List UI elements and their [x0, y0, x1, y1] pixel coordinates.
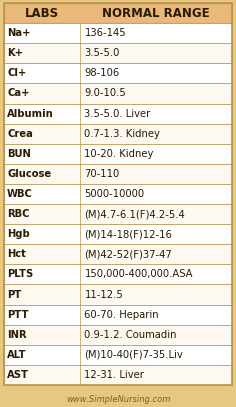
Bar: [4, 265, 232, 284]
Bar: [4, 284, 232, 304]
Text: (M)10-40(F)7-35.Liv: (M)10-40(F)7-35.Liv: [84, 350, 183, 360]
Text: LABS: LABS: [25, 7, 59, 20]
Text: 60-70. Heparin: 60-70. Heparin: [84, 310, 159, 319]
Text: 70-110: 70-110: [84, 169, 120, 179]
Text: PLTS: PLTS: [7, 269, 33, 280]
Text: 136-145: 136-145: [84, 28, 126, 38]
Bar: [4, 304, 232, 325]
Bar: [4, 103, 232, 124]
Bar: [4, 63, 232, 83]
Text: K+: K+: [7, 48, 23, 58]
Bar: [4, 164, 232, 184]
Bar: [4, 184, 232, 204]
Text: (M)42-52(F)37-47: (M)42-52(F)37-47: [84, 249, 172, 259]
Text: 3.5-5.0. Liver: 3.5-5.0. Liver: [84, 109, 151, 118]
Bar: [4, 124, 232, 144]
Text: 9.0-10.5: 9.0-10.5: [84, 88, 126, 98]
Bar: [4, 325, 232, 345]
Bar: [4, 3, 232, 23]
Text: Hgb: Hgb: [7, 229, 30, 239]
Text: Ca+: Ca+: [7, 88, 29, 98]
Text: Glucose: Glucose: [7, 169, 51, 179]
Text: Crea: Crea: [7, 129, 33, 139]
Text: BUN: BUN: [7, 149, 31, 159]
Text: AST: AST: [7, 370, 29, 380]
Text: RBC: RBC: [7, 209, 30, 219]
Bar: [4, 244, 232, 265]
Text: (M)4.7-6.1(F)4.2-5.4: (M)4.7-6.1(F)4.2-5.4: [84, 209, 185, 219]
Text: (M)14-18(F)12-16: (M)14-18(F)12-16: [84, 229, 172, 239]
Text: www.SimpleNursing.com: www.SimpleNursing.com: [66, 394, 170, 403]
Bar: [4, 43, 232, 63]
Bar: [4, 345, 232, 365]
Bar: [4, 204, 232, 224]
Text: 0.7-1.3. Kidney: 0.7-1.3. Kidney: [84, 129, 160, 139]
Text: 12-31. Liver: 12-31. Liver: [84, 370, 144, 380]
Text: 5000-10000: 5000-10000: [84, 189, 144, 199]
Text: Hct: Hct: [7, 249, 26, 259]
Text: WBC: WBC: [7, 189, 33, 199]
Bar: [4, 144, 232, 164]
Text: PTT: PTT: [7, 310, 29, 319]
Text: INR: INR: [7, 330, 27, 340]
Text: PT: PT: [7, 289, 21, 300]
Text: Na+: Na+: [7, 28, 30, 38]
Text: ALT: ALT: [7, 350, 26, 360]
Text: 0.9-1.2. Coumadin: 0.9-1.2. Coumadin: [84, 330, 177, 340]
Bar: [4, 365, 232, 385]
Text: 11-12.5: 11-12.5: [84, 289, 123, 300]
Text: Albumin: Albumin: [7, 109, 54, 118]
Text: 10-20. Kidney: 10-20. Kidney: [84, 149, 154, 159]
Text: 98-106: 98-106: [84, 68, 120, 79]
Bar: [4, 224, 232, 244]
Text: Cl+: Cl+: [7, 68, 26, 79]
Text: 3.5-5.0: 3.5-5.0: [84, 48, 120, 58]
Text: 150,000-400,000.ASA: 150,000-400,000.ASA: [84, 269, 193, 280]
Bar: [4, 23, 232, 43]
Text: NORMAL RANGE: NORMAL RANGE: [102, 7, 210, 20]
Bar: [4, 83, 232, 103]
